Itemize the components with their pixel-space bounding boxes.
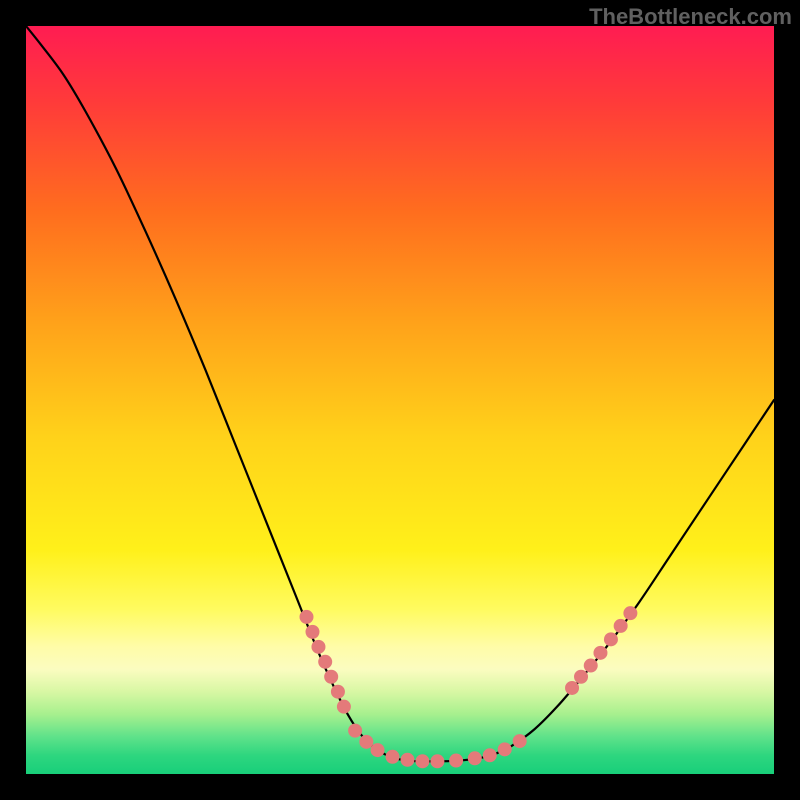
data-marker	[513, 735, 526, 748]
data-marker	[337, 700, 350, 713]
data-marker	[594, 646, 607, 659]
data-marker	[450, 754, 463, 767]
data-marker	[431, 755, 444, 768]
data-marker	[386, 750, 399, 763]
data-marker	[312, 640, 325, 653]
data-marker	[371, 744, 384, 757]
data-marker	[319, 655, 332, 668]
data-marker	[349, 724, 362, 737]
chart-frame: TheBottleneck.com	[0, 0, 800, 800]
data-marker	[483, 749, 496, 762]
data-marker	[416, 755, 429, 768]
data-marker	[325, 670, 338, 683]
data-marker	[498, 743, 511, 756]
data-marker	[624, 607, 637, 620]
data-marker	[360, 735, 373, 748]
data-marker	[584, 659, 597, 672]
data-marker	[300, 610, 313, 623]
data-marker	[566, 681, 579, 694]
watermark-text: TheBottleneck.com	[589, 4, 792, 30]
bottleneck-curve-chart	[0, 0, 800, 800]
data-marker	[614, 619, 627, 632]
data-marker	[306, 625, 319, 638]
data-marker	[331, 685, 344, 698]
plot-background	[26, 26, 774, 774]
data-marker	[401, 753, 414, 766]
data-marker	[604, 633, 617, 646]
data-marker	[468, 752, 481, 765]
data-marker	[575, 670, 588, 683]
